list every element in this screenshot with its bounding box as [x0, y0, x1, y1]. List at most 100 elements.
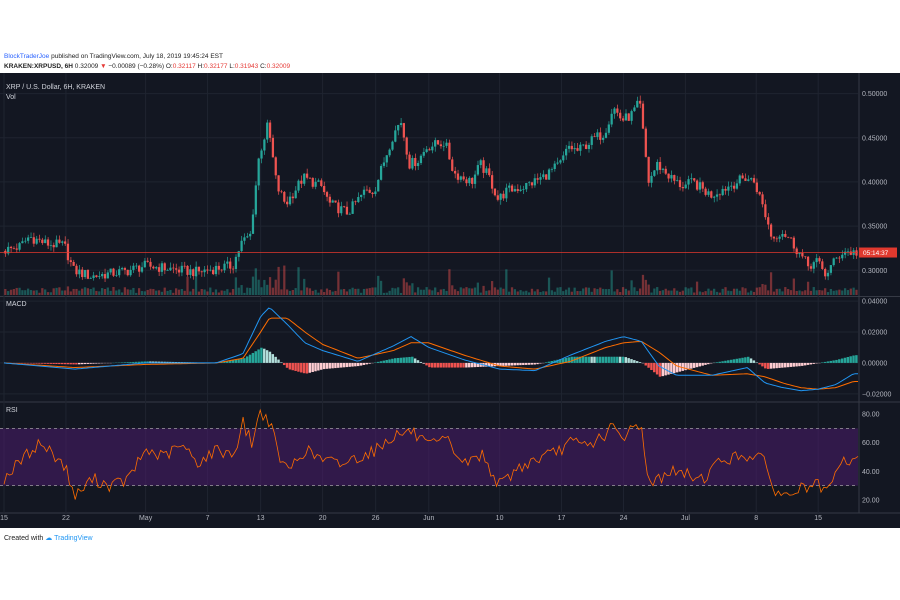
candle-body [835, 257, 838, 259]
volume-bar [340, 289, 343, 295]
volume-bar [513, 289, 516, 295]
candle-body [425, 149, 428, 152]
symbol-label: KRAKEN:XRPUSD, 6H [4, 63, 73, 70]
volume-bar [206, 291, 209, 295]
volume-bar [89, 289, 92, 295]
candle-body [602, 137, 605, 140]
macd-histogram-bar [704, 362, 707, 365]
publish-line: BlockTraderJoe published on TradingView.… [4, 52, 290, 62]
volume-bar [291, 290, 294, 295]
volume-bar [818, 289, 821, 295]
macd-histogram-bar [610, 356, 613, 363]
volume-bar [337, 271, 340, 295]
author-link[interactable]: BlockTraderJoe [4, 53, 50, 60]
macd-histogram-bar [598, 356, 602, 363]
volume-bar [670, 290, 673, 295]
candle-body [530, 182, 534, 186]
volume-bar [829, 288, 832, 295]
macd-histogram-bar [391, 358, 394, 363]
volume-bar [231, 289, 235, 295]
macd-histogram-bar [775, 362, 778, 369]
candle-body [630, 111, 633, 121]
candle-body [806, 256, 810, 267]
volume-bar [485, 290, 488, 295]
macd-histogram-bar [305, 362, 309, 374]
volume-bar [459, 287, 462, 295]
candle-body [576, 148, 579, 151]
candle-body [243, 237, 246, 241]
candle-body [12, 248, 15, 249]
volume-bar [855, 289, 858, 295]
macd-histogram-bar [769, 362, 773, 369]
volume-bar [602, 288, 605, 295]
candle-body [303, 173, 306, 184]
volume-bar [584, 287, 588, 295]
volume-bar [781, 291, 784, 295]
candle-body [169, 267, 172, 271]
candle-body [556, 162, 559, 164]
candle-body [667, 173, 670, 179]
candle-body [502, 193, 505, 199]
macd-histogram-bar [123, 362, 127, 363]
volume-bar [405, 282, 408, 295]
candle-body [257, 158, 260, 186]
macd-histogram-bar [69, 362, 72, 365]
volume-bar [186, 276, 189, 295]
volume-bar [422, 289, 425, 295]
candle-body [132, 265, 135, 270]
volume-bar [61, 290, 64, 295]
high-label: H: [197, 63, 205, 70]
volume-bar [795, 290, 798, 295]
signal-line [3, 317, 858, 390]
candle-body [382, 162, 386, 166]
candle-body [209, 269, 212, 271]
macd-histogram-bar [593, 356, 596, 363]
volume-bar [525, 290, 528, 295]
candle-body [656, 161, 659, 171]
candle-body [365, 189, 368, 191]
macd-histogram-bar [618, 356, 622, 363]
volume-bar [599, 287, 602, 295]
macd-histogram-bar [354, 362, 357, 367]
macd-histogram-bar [46, 362, 50, 364]
macd-histogram-bar [647, 362, 650, 368]
tradingview-brand[interactable]: TradingView [54, 535, 93, 542]
candle-body [795, 248, 798, 255]
candle-body [177, 269, 181, 273]
candle-body [704, 188, 707, 195]
price-tick-label: 0.40000 [862, 179, 887, 186]
candle-body [513, 189, 516, 192]
macd-histogram-bar [134, 361, 138, 363]
macd-histogram-bar [485, 362, 488, 367]
volume-bar [157, 290, 161, 295]
price-pane[interactable] [0, 95, 858, 295]
volume-bar [425, 287, 428, 295]
volume-bar [175, 288, 178, 295]
macd-histogram-bar [169, 361, 172, 363]
volume-bar [106, 287, 109, 295]
macd-histogram-bar [72, 362, 75, 365]
volume-bar [431, 290, 434, 295]
volume-bar [203, 289, 206, 295]
macd-histogram-bar [846, 357, 850, 363]
candle-body [804, 256, 807, 258]
candle-body [459, 176, 462, 180]
rsi-line [3, 408, 859, 500]
candle-body [619, 112, 622, 119]
candle-body [100, 274, 104, 277]
trading-chart[interactable]: 15 22 May 7 13 20 26 Jun 10 17 24 Jul 8 15 0.50000 0.45… [0, 73, 900, 528]
macd-pane[interactable] [3, 307, 858, 392]
macd-histogram-bar [226, 361, 229, 363]
candle-body [553, 163, 556, 170]
rsi-pane[interactable] [0, 408, 859, 500]
macd-histogram-bar [297, 362, 300, 372]
volume-bar [348, 289, 351, 295]
volume-bar [792, 278, 795, 295]
x-tick-label: 7 [206, 515, 210, 522]
volume-bar [226, 289, 229, 295]
volume-bar [573, 287, 576, 295]
x-tick-label: 15 [0, 515, 8, 522]
candle-body [137, 265, 141, 272]
macd-histogram-bar [505, 362, 508, 366]
macd-histogram-bar [41, 362, 44, 364]
